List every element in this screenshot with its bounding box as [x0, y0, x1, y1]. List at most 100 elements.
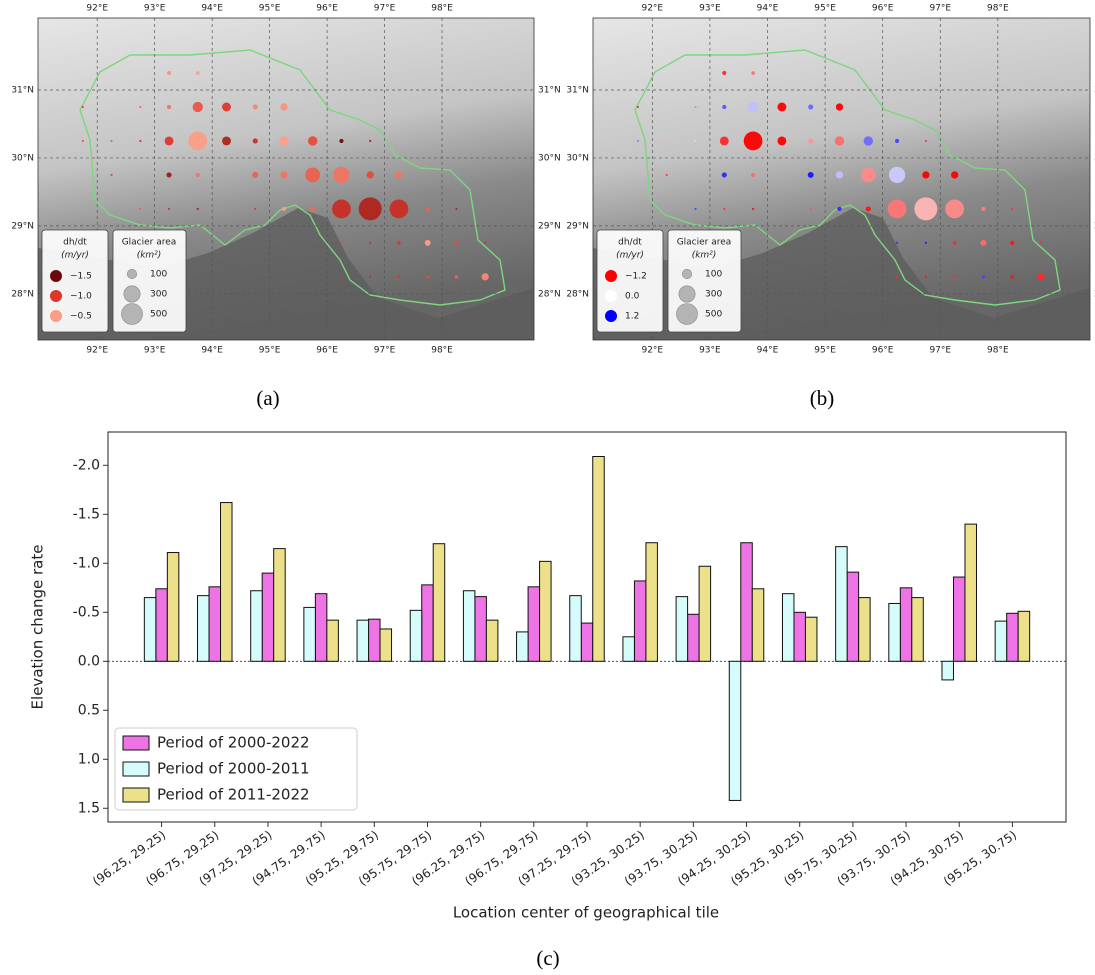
y-tick-label: 29°N [566, 221, 589, 231]
bar [593, 456, 605, 661]
glacier-bubble [279, 136, 288, 145]
legend-label: −1.2 [625, 272, 647, 282]
x-tick-label: 98°E [987, 346, 1009, 356]
glacier-bubble [777, 103, 786, 112]
bar [847, 572, 859, 661]
y-tick-label: -1.5 [73, 506, 100, 522]
glacier-bubble [426, 275, 429, 278]
x-tick-label: 98°E [431, 4, 453, 14]
glacier-bubble [744, 132, 763, 151]
glacier-bubble [111, 140, 113, 142]
bar [623, 637, 635, 661]
glacier-bubble [111, 174, 113, 176]
glacier-bubble [280, 171, 287, 178]
glacier-bubble [390, 199, 409, 218]
bar [953, 577, 965, 661]
map-b: 92°E92°E93°E93°E94°E94°E95°E95°E96°E96°E… [566, 4, 1095, 356]
glacier-bubble [139, 208, 141, 210]
legend-color [50, 270, 62, 282]
legend-swatch [123, 762, 149, 776]
glacier-bubble [332, 199, 351, 218]
bar [646, 543, 658, 662]
x-tick-label: 97°E [929, 346, 951, 356]
glacier-bubble [836, 171, 843, 178]
x-tick-label: 93°E [699, 4, 721, 14]
glacier-bubble [484, 242, 486, 244]
bar [942, 661, 954, 680]
bar [422, 585, 434, 661]
glacier-bubble [694, 208, 696, 210]
glacier-bubble [861, 167, 876, 182]
glacier-bubble [188, 132, 207, 151]
y-tick-label: 28°N [566, 289, 589, 299]
legend-label: 0.0 [625, 292, 640, 302]
glacier-bubble [196, 71, 200, 75]
bar [327, 620, 339, 661]
glacier-bubble [808, 104, 813, 109]
bar [475, 597, 487, 662]
glacier-bubble [748, 102, 758, 112]
glacier-bubble [193, 102, 203, 112]
bar [262, 573, 274, 661]
glacier-bubble [254, 208, 256, 210]
glacier-bubble [222, 103, 231, 112]
glacier-bubble [810, 208, 812, 210]
bar [900, 588, 912, 661]
glacier-bubble [694, 140, 696, 142]
legend-size [124, 286, 140, 302]
bar [741, 543, 753, 662]
x-axis-label: Location center of geographical tile [453, 904, 719, 922]
legend-subtitle: (m/yr) [616, 251, 644, 261]
bar [156, 589, 168, 662]
y-tick-label: 1.0 [78, 751, 100, 767]
glacier-bubble [666, 140, 668, 142]
bar [889, 603, 901, 661]
legend-title: Glacier area [677, 238, 732, 248]
bar [995, 621, 1007, 661]
glacier-bubble [139, 106, 141, 108]
legend-title: Glacier area [122, 238, 177, 248]
x-tick-label: 94°E [757, 4, 779, 14]
glacier-bubble [167, 105, 171, 109]
bar [251, 591, 262, 662]
x-tick-label: 93°E [144, 346, 166, 356]
glacier-bubble [482, 273, 489, 280]
bar [540, 561, 552, 661]
glacier-bubble [1010, 275, 1014, 279]
y-tick-label: 28°N [538, 289, 561, 299]
glacier-bubble [925, 140, 927, 142]
glacier-bubble [1037, 273, 1044, 280]
glacier-bubble [252, 172, 258, 178]
glacier-bubble [369, 140, 371, 142]
x-tick-label: 92°E [86, 4, 108, 14]
bar [859, 598, 871, 662]
glacier-bubble [397, 241, 401, 245]
glacier-bubble [982, 275, 985, 278]
bar [729, 661, 741, 800]
bar [369, 619, 381, 661]
glacier-bubble [165, 136, 174, 145]
bar [209, 587, 221, 661]
legend-subtitle: (km²) [692, 251, 717, 261]
y-tick-label: 0.0 [78, 653, 100, 669]
glacier-bubble [82, 140, 84, 142]
legend-label: −1.5 [70, 272, 92, 282]
glacier-bubble [253, 138, 258, 143]
glacier-bubble [82, 106, 84, 108]
x-tick-label: 94°E [201, 346, 223, 356]
legend-subtitle: (km²) [137, 251, 162, 261]
legend-label: 500 [705, 310, 722, 320]
x-tick-label: 96°E [872, 4, 894, 14]
glacier-bubble [282, 207, 286, 211]
glacier-bubble [367, 171, 374, 178]
glacier-bubble [1011, 208, 1013, 210]
glacier-bubble [340, 276, 342, 278]
x-tick-label: 95°E [814, 4, 836, 14]
x-tick-label: 96°E [316, 4, 338, 14]
x-tick-label: 93°E [144, 4, 166, 14]
glacier-bubble [953, 275, 956, 278]
glacier-bubble [808, 172, 814, 178]
legend-color [50, 310, 62, 322]
bar [805, 617, 817, 661]
bar [965, 524, 977, 661]
